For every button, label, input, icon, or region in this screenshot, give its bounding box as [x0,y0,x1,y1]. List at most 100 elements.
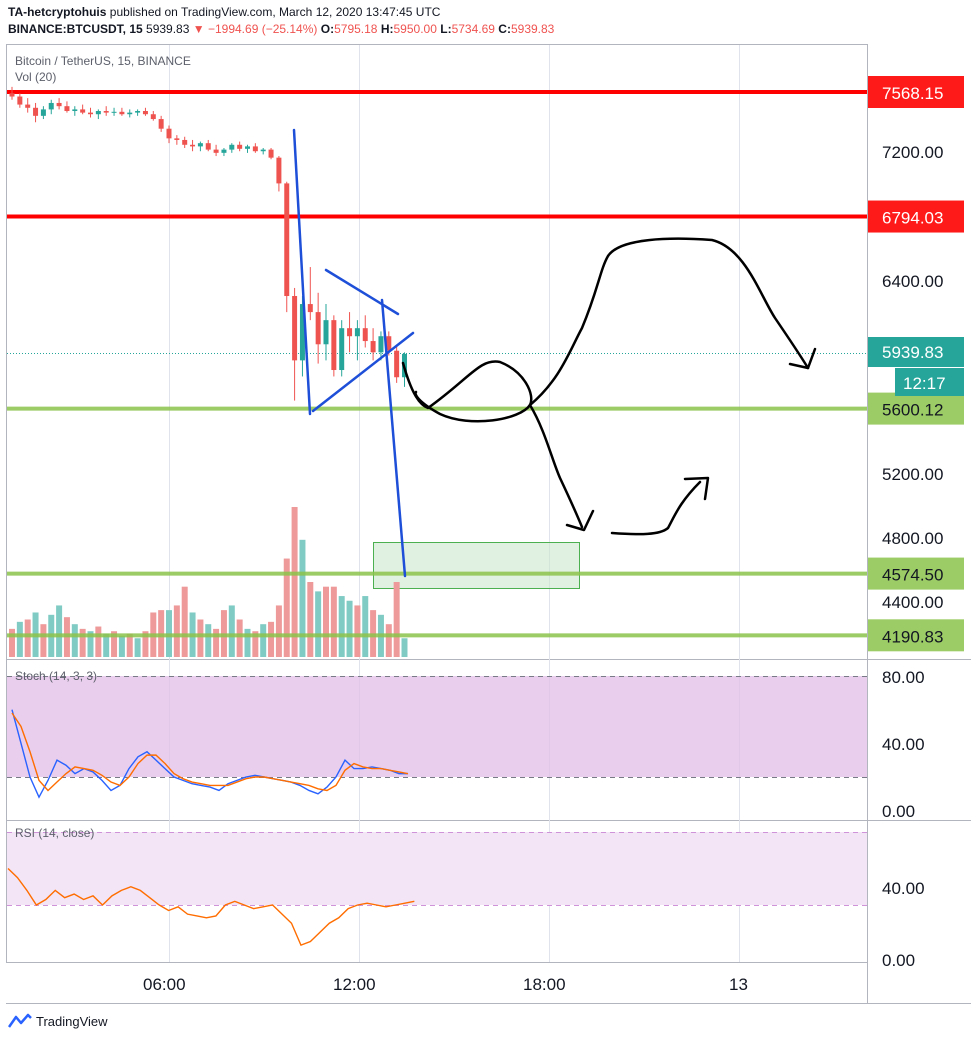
volume-bar [236,619,243,657]
volume-legend: Vol (20) [15,70,56,84]
price-level-tag-bg [868,200,964,233]
triangle-upper-line [324,268,400,316]
triangle-pattern[interactable] [292,128,415,578]
high-value: 5950.00 [393,22,437,36]
rsi-tick: 40.00 [882,879,925,898]
price-tick: 4800.00 [882,529,943,548]
volume-bar [307,582,314,657]
candle-body [95,111,101,115]
tradingview-logo[interactable]: TradingView [8,1013,108,1029]
countdown-tag-text: 12:17 [903,374,946,393]
countdown-tag-bg [895,368,964,396]
candle-body [307,304,313,313]
candle-body [56,102,62,107]
bullish-arrowhead [788,347,817,370]
stoch-d-line [11,712,409,792]
candle-body [378,336,384,353]
volume-bar [71,624,78,657]
volume-bar [9,628,15,657]
price-tick: 4400.00 [882,593,943,612]
candle-body [394,350,400,378]
price-level-tag-bg [868,557,964,590]
volume-bar [268,621,275,657]
candle-body [80,109,86,113]
price-axis[interactable]: 7200.00 6400.00 5200.00 4800.00 4400.00 [882,143,943,612]
volume-bar [244,628,251,657]
candle-body [33,107,39,116]
stoch-legend: Stoch (14, 3, 3) [15,669,97,683]
flagpole-line [292,128,312,416]
candle-body [354,328,360,337]
publisher-name: TA-hetcryptohuis [8,5,107,19]
recovery-path [610,480,702,536]
volume-bar [338,596,345,657]
recovery-arrowhead [683,476,710,501]
volume-bar [385,624,392,657]
volume-bar [299,539,306,657]
volume-bar [56,605,63,657]
pane-frames [6,44,971,1004]
bullish-scenario-loop [401,360,533,423]
candle-body [260,149,266,152]
brand-name: TradingView [36,1013,108,1029]
candle-body [127,112,133,115]
stoch-axis: 80.00 40.00 0.00 [882,668,925,821]
price-level-tag-text: 4190.83 [882,627,943,646]
candle-body [9,93,15,97]
candle-body [182,139,188,145]
volume-bar [87,631,94,657]
price-level-tag-bg [868,392,964,425]
candle-body [284,183,290,297]
volume-bar [197,619,204,657]
volume-bar [40,624,47,657]
hand-drawn-scenarios[interactable] [401,237,817,536]
volume-bar [346,600,353,657]
last-price-tag-bg [868,337,964,367]
candle-body [205,143,211,150]
candle-body [174,138,180,140]
candle-body [40,109,46,116]
volume-bar [323,586,329,657]
volume-bar [142,631,149,657]
last-price-tag: 5939.83 12:17 [868,337,964,396]
time-axis[interactable]: 06:00 12:00 18:00 13 [143,975,748,994]
candle-body [221,149,227,153]
time-tick: 06:00 [143,975,186,994]
price-level-tag-bg [868,619,964,652]
price-level-tag-text: 7568.15 [882,84,943,103]
volume-bar [260,624,267,657]
volume-bar [181,586,188,657]
candle-body [88,112,93,115]
candle-body [252,146,258,152]
last-price-header: 5939.83 [146,22,190,36]
candle-body [347,328,353,337]
candle-body [197,143,203,147]
price-levels [7,90,867,638]
low-value: 5734.69 [451,22,495,36]
rsi-axis: 40.00 0.00 [882,879,925,970]
target-zone[interactable] [373,542,580,589]
volume-bar [275,605,282,657]
last-price-tag-text: 5939.83 [882,343,943,362]
candle-body [190,144,196,147]
bearish-scenario-drop [528,403,584,529]
volume-bar [228,605,235,657]
candle-body [237,144,243,149]
high-key: H: [380,22,394,36]
candle-body [17,96,23,105]
volume-bar [79,628,86,657]
price-level-tag-bg [868,76,964,108]
candle-body [166,128,172,139]
volume-bar [291,507,298,657]
volume-bar [134,638,141,657]
close-key: C: [498,22,511,36]
candle-body [103,111,109,113]
plot-frame [6,44,868,963]
volume-bar [401,638,408,657]
volume-bar [16,621,23,657]
bullish-scenario-arc [528,237,810,407]
candle-body [362,328,368,342]
tradingview-logo-icon [8,1013,32,1028]
candle-body [276,157,282,184]
